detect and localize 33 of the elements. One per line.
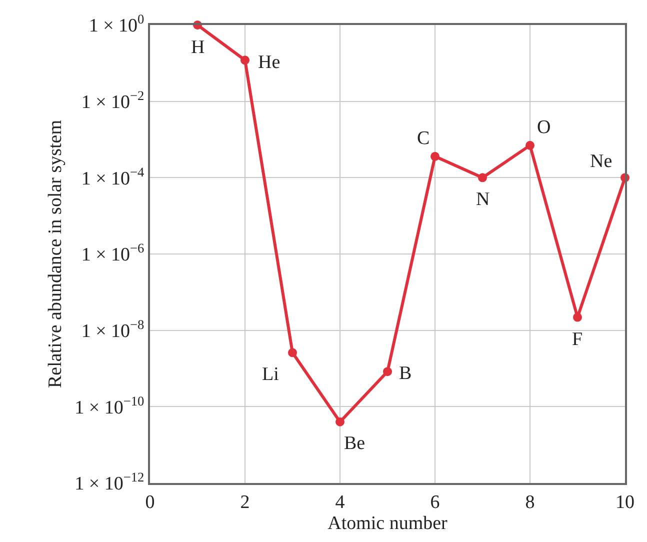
x-tick-label: 0 <box>145 492 155 513</box>
annotation: Be <box>344 433 366 454</box>
annotation: B <box>399 363 412 384</box>
y-tick-label: 1 × 10$^{−12}$ <box>74 470 144 495</box>
y-tick-label: 1 × 10$^{−10}$ <box>74 393 145 418</box>
point <box>288 348 297 358</box>
annotation: O <box>537 117 551 138</box>
y-tick-label: 1 × 10$^{−4}$ <box>81 164 145 190</box>
x-tick-label: 4 <box>335 492 346 513</box>
y-axis-title: Relative abundance in solar system <box>45 120 66 388</box>
x-tick-label: 8 <box>525 492 535 513</box>
x-tick-label: 2 <box>240 492 250 513</box>
annotation: H <box>191 37 205 58</box>
point <box>478 173 487 182</box>
y-tick-label: 1 × 10$^{−2}$ <box>81 88 144 113</box>
point <box>573 312 582 322</box>
annotation: F <box>572 329 583 350</box>
y-tick-label: 1 × 10$^{0}$ <box>88 12 145 37</box>
x-axis-title: Atomic number <box>328 513 448 534</box>
x-tick-label: 10 <box>616 492 634 513</box>
point <box>430 152 440 161</box>
point <box>336 417 344 426</box>
x-tick-label: 6 <box>430 492 440 513</box>
annotation: C <box>417 128 430 149</box>
y-tick-label: 1 × 10$^{−6}$ <box>81 240 145 266</box>
annotation: N <box>476 189 490 210</box>
annotation: Li <box>262 364 279 385</box>
annotation: Ne <box>590 151 612 172</box>
point <box>240 56 250 65</box>
point <box>383 367 392 376</box>
point <box>526 140 534 150</box>
y-tick-label: 1 × 10$^{−8}$ <box>81 317 145 342</box>
annotation: He <box>258 52 280 73</box>
